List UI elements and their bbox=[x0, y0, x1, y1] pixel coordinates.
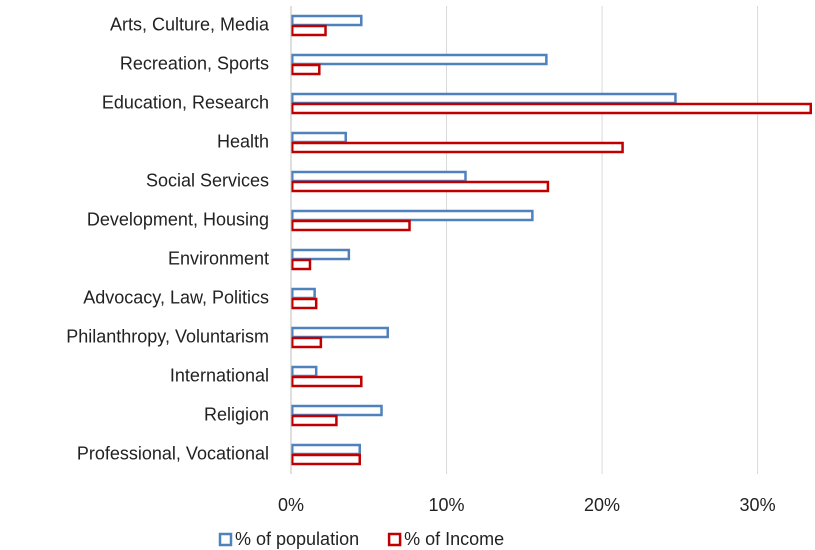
y-tick-label: Development, Housing bbox=[87, 209, 269, 229]
y-tick-label: Religion bbox=[204, 404, 269, 424]
bar bbox=[291, 453, 361, 466]
y-tick-label: Philanthropy, Voluntarism bbox=[66, 326, 269, 346]
x-tick-label: 20% bbox=[584, 495, 620, 515]
bar bbox=[291, 141, 624, 154]
bar bbox=[291, 258, 312, 271]
bar bbox=[291, 365, 318, 378]
bar bbox=[291, 443, 361, 456]
y-tick-label: Social Services bbox=[146, 170, 269, 190]
bar bbox=[291, 248, 351, 261]
bar bbox=[291, 102, 812, 115]
bar bbox=[291, 297, 318, 310]
bar bbox=[291, 53, 548, 66]
legend-swatch bbox=[218, 532, 233, 547]
y-tick-label: Health bbox=[217, 131, 269, 151]
y-tick-label: Professional, Vocational bbox=[77, 443, 269, 463]
x-tick-label: 30% bbox=[740, 495, 776, 515]
y-tick-label: Environment bbox=[168, 248, 269, 268]
x-tick-label: 0% bbox=[278, 495, 304, 515]
bar bbox=[291, 219, 411, 232]
y-tick-label: International bbox=[170, 365, 269, 385]
legend-label: % of population bbox=[235, 529, 359, 549]
bar bbox=[291, 170, 467, 183]
y-tick-label: Arts, Culture, Media bbox=[110, 14, 270, 34]
bar bbox=[291, 63, 321, 76]
bar bbox=[291, 131, 347, 144]
y-tick-label: Advocacy, Law, Politics bbox=[83, 287, 269, 307]
y-tick-label: Education, Research bbox=[102, 92, 269, 112]
bar bbox=[291, 404, 383, 417]
bar bbox=[291, 209, 534, 222]
bar bbox=[291, 14, 363, 27]
bar bbox=[291, 414, 338, 427]
bar bbox=[291, 326, 389, 339]
bar bbox=[291, 180, 550, 193]
x-tick-label: 10% bbox=[429, 495, 465, 515]
legend-swatch bbox=[387, 532, 402, 547]
bar bbox=[291, 92, 677, 105]
bar bbox=[291, 287, 316, 300]
y-tick-label: Recreation, Sports bbox=[120, 53, 269, 73]
bar bbox=[291, 24, 327, 37]
bar bbox=[291, 375, 363, 388]
bar bbox=[291, 336, 323, 349]
legend-label: % of Income bbox=[404, 529, 504, 549]
